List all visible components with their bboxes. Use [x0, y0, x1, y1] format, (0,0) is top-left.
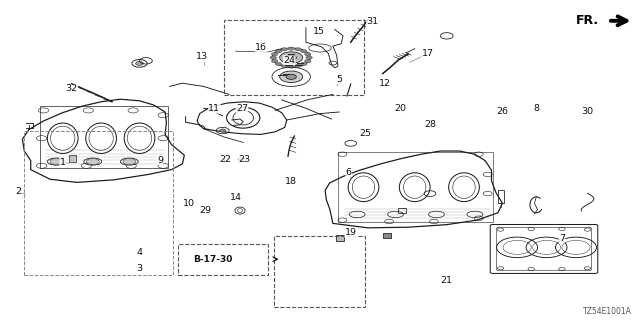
Text: 7: 7	[559, 234, 565, 243]
Text: 12: 12	[380, 79, 391, 88]
Bar	[336, 235, 344, 241]
Text: 11: 11	[209, 104, 220, 113]
Text: 2: 2	[15, 188, 21, 196]
Bar	[398, 208, 406, 213]
Circle shape	[271, 52, 278, 56]
Text: 5: 5	[336, 75, 342, 84]
Circle shape	[275, 50, 282, 53]
Bar	[224, 156, 228, 161]
Text: 15: 15	[313, 27, 324, 36]
Bar	[383, 233, 391, 238]
Circle shape	[238, 157, 246, 161]
Circle shape	[295, 48, 301, 51]
Bar	[224, 20, 364, 95]
Text: 21: 21	[441, 276, 452, 285]
Text: 32: 32	[66, 84, 77, 93]
Text: 27: 27	[236, 104, 248, 113]
Circle shape	[275, 62, 282, 66]
Circle shape	[305, 60, 311, 63]
Circle shape	[306, 56, 312, 59]
Circle shape	[288, 65, 294, 68]
Circle shape	[123, 158, 136, 165]
Circle shape	[220, 129, 226, 132]
Text: 6: 6	[346, 168, 352, 177]
Circle shape	[50, 158, 63, 165]
Bar	[24, 131, 173, 275]
Circle shape	[286, 55, 296, 60]
Circle shape	[288, 47, 294, 50]
Text: 19: 19	[345, 228, 356, 237]
Text: 17: 17	[422, 49, 433, 58]
Bar	[498, 190, 504, 203]
Bar	[69, 155, 76, 162]
Circle shape	[301, 50, 307, 53]
Circle shape	[271, 60, 278, 63]
Text: 1: 1	[60, 158, 66, 167]
Text: TZ54E1001A: TZ54E1001A	[584, 307, 632, 316]
Circle shape	[305, 52, 311, 56]
Circle shape	[136, 61, 143, 65]
Text: 14: 14	[230, 193, 241, 202]
Bar	[274, 236, 365, 307]
Circle shape	[301, 62, 307, 66]
Text: 23: 23	[239, 155, 250, 164]
Text: 13: 13	[196, 52, 207, 61]
Circle shape	[295, 64, 301, 68]
Text: 16: 16	[255, 43, 267, 52]
Text: 20: 20	[394, 104, 406, 113]
Circle shape	[280, 71, 303, 83]
Circle shape	[280, 52, 303, 63]
Text: 28: 28	[424, 120, 436, 129]
Circle shape	[281, 48, 287, 51]
Text: 18: 18	[285, 177, 297, 186]
Text: 4: 4	[136, 248, 143, 257]
Bar	[178, 244, 268, 275]
Text: 9: 9	[157, 156, 163, 164]
Circle shape	[286, 74, 296, 79]
Circle shape	[86, 158, 99, 165]
Text: 25: 25	[359, 129, 371, 138]
Text: 24: 24	[284, 56, 295, 65]
Text: 30: 30	[582, 107, 593, 116]
Text: B-17-30: B-17-30	[193, 255, 233, 264]
Text: 22: 22	[220, 155, 231, 164]
Text: 10: 10	[183, 199, 195, 208]
Circle shape	[281, 64, 287, 68]
Text: 31: 31	[367, 17, 378, 26]
Text: 3: 3	[136, 264, 143, 273]
Circle shape	[270, 56, 276, 59]
Text: FR.: FR.	[576, 14, 599, 27]
Text: 26: 26	[497, 107, 508, 116]
Text: 8: 8	[533, 104, 540, 113]
Text: 29: 29	[199, 206, 211, 215]
